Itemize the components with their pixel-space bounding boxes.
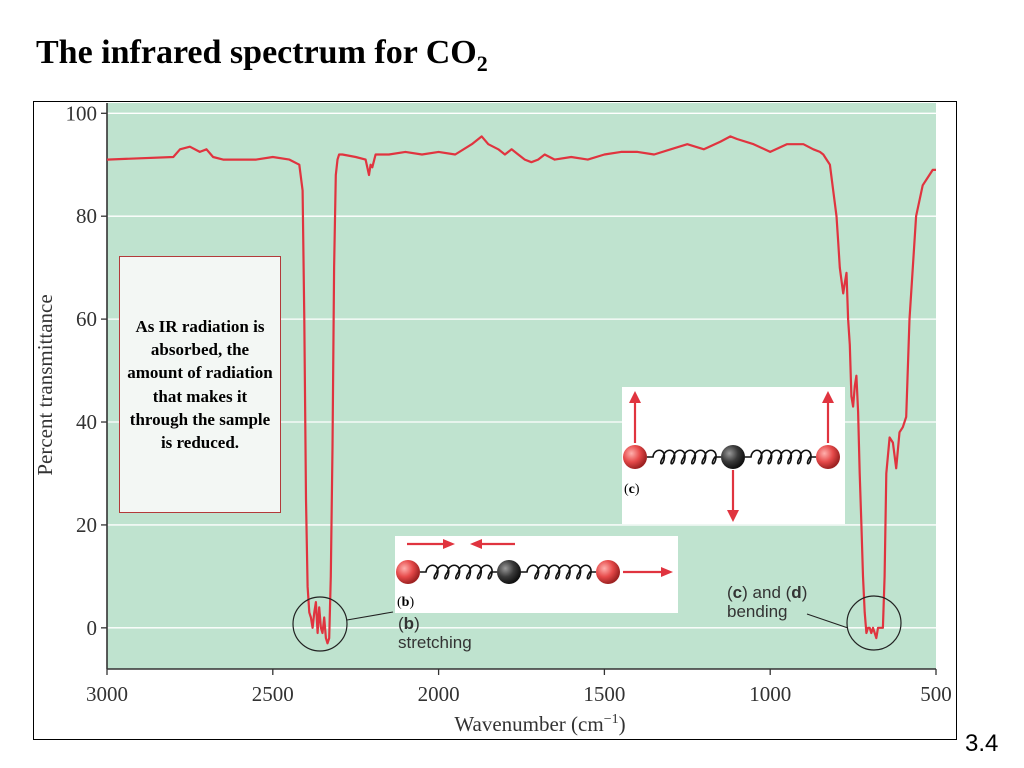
bending-mode-inset: (c) bbox=[622, 387, 845, 524]
spring-icon bbox=[745, 449, 816, 465]
right-arrow-long-icon bbox=[623, 567, 673, 577]
y-axis-label: Percent transmittance bbox=[33, 294, 57, 475]
down-arrow-center-icon bbox=[727, 470, 739, 522]
bending-peak-circle bbox=[846, 595, 902, 651]
stretching-label: stretching bbox=[398, 632, 472, 652]
x-axis-label: Wavenumber (cm−1) bbox=[454, 712, 625, 736]
y-tick-label: 100 bbox=[66, 101, 98, 125]
slide-number: 3.4 bbox=[965, 730, 999, 757]
x-tick-label: 3000 bbox=[86, 682, 128, 706]
up-arrow-left-icon bbox=[629, 391, 641, 443]
stretching-peak-circle bbox=[292, 596, 348, 652]
axes: 0 20 40 60 80 100 3000 2500 2000 1500 1000 500 bbox=[66, 101, 952, 706]
y-tick-label: 80 bbox=[76, 204, 97, 228]
x-tick-label: 2500 bbox=[252, 682, 294, 706]
stretching-tag: (b) bbox=[398, 614, 420, 633]
left-arrow-icon bbox=[470, 539, 515, 549]
bending-tag: (c) and (d) bbox=[727, 583, 808, 602]
oxygen-atom-icon bbox=[396, 560, 420, 584]
highlight-circles bbox=[292, 595, 902, 652]
oxygen-atom-icon bbox=[596, 560, 620, 584]
spring-icon bbox=[647, 449, 721, 465]
absorption-callout: As IR radiation is absorbed, the amount … bbox=[119, 256, 281, 513]
bending-label: bending bbox=[727, 601, 788, 621]
bending-annotation: (c) and (d) bending bbox=[727, 583, 808, 621]
y-tick-label: 40 bbox=[76, 410, 97, 434]
transmittance-curve bbox=[106, 135, 936, 645]
y-tick-label: 0 bbox=[87, 616, 98, 640]
up-arrow-right-icon bbox=[822, 391, 834, 443]
x-tick-label: 500 bbox=[920, 682, 952, 706]
carbon-atom-icon bbox=[721, 445, 745, 469]
spring-icon bbox=[420, 564, 497, 580]
bending-mode-diagram bbox=[623, 391, 840, 522]
oxygen-atom-icon bbox=[623, 445, 647, 469]
x-tick-label: 1500 bbox=[583, 682, 625, 706]
x-axis-label-superscript: −1 bbox=[604, 712, 619, 727]
right-arrow-icon bbox=[407, 539, 455, 549]
y-tick-label: 20 bbox=[76, 513, 97, 537]
title-subscript: 2 bbox=[476, 50, 488, 76]
inset-c-label: (c) bbox=[624, 482, 640, 497]
stretching-mode-inset: (b) bbox=[395, 536, 678, 613]
y-tick-label: 60 bbox=[76, 307, 97, 331]
x-tick-label: 1000 bbox=[749, 682, 791, 706]
stretching-leader-line bbox=[346, 611, 394, 621]
carbon-atom-icon bbox=[497, 560, 521, 584]
stretching-annotation: (b) stretching bbox=[398, 614, 472, 652]
spring-icon bbox=[521, 564, 596, 580]
inset-b-label: (b) bbox=[397, 595, 415, 610]
x-tick-label: 2000 bbox=[418, 682, 460, 706]
bending-leader-line bbox=[806, 613, 849, 629]
slide-title: The infrared spectrum for CO2 bbox=[36, 34, 488, 76]
oxygen-atom-icon bbox=[816, 445, 840, 469]
stretching-mode-diagram bbox=[396, 539, 673, 584]
